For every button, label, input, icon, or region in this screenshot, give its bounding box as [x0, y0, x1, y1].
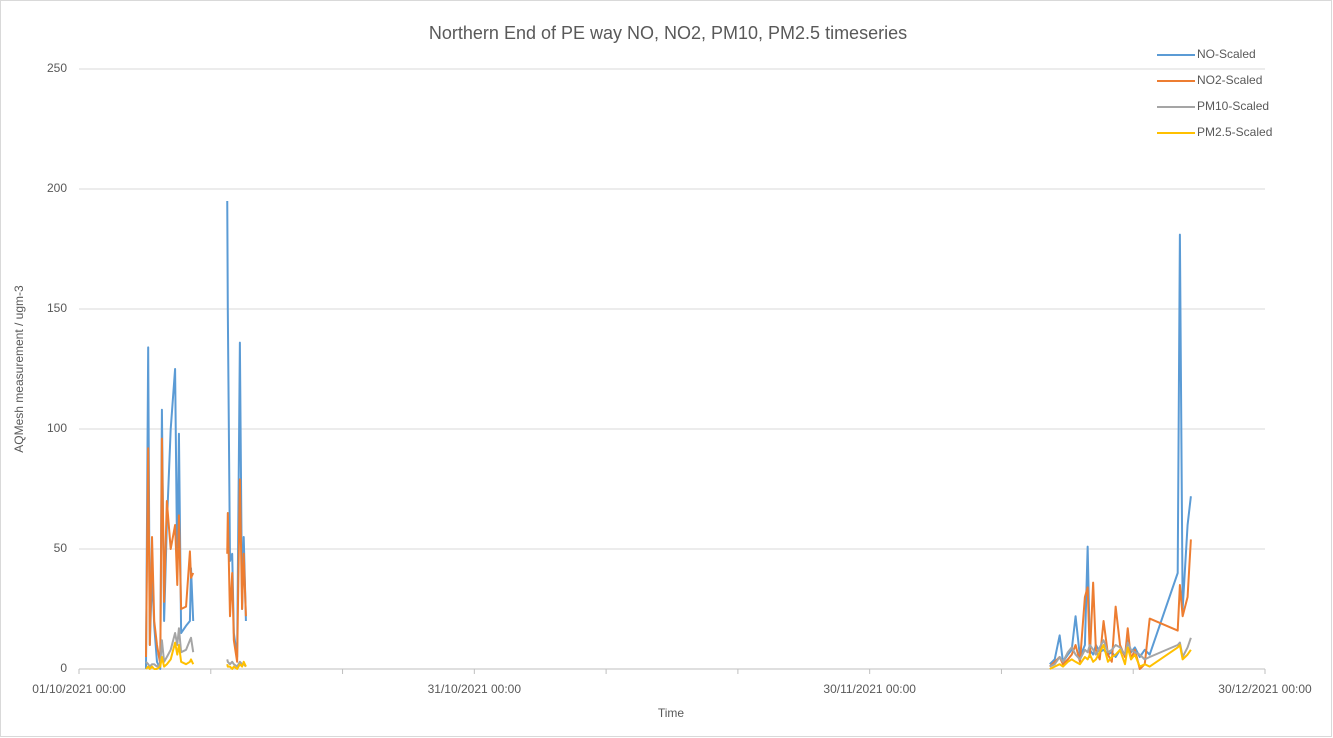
y-tick-label: 200 [47, 181, 67, 195]
x-tick-label: 30/11/2021 00:00 [823, 682, 916, 696]
legend-label: NO2-Scaled [1197, 73, 1262, 87]
x-axis-label: Time [658, 706, 685, 720]
legend-label: PM2.5-Scaled [1197, 125, 1272, 139]
legend-label: NO-Scaled [1197, 47, 1256, 61]
y-tick-label: 0 [60, 661, 67, 675]
legend-label: PM10-Scaled [1197, 99, 1269, 113]
y-tick-label: 250 [47, 61, 67, 75]
y-tick-label: 150 [47, 301, 67, 315]
x-tick-label: 01/10/2021 00:00 [32, 682, 126, 696]
x-tick-label: 30/12/2021 00:00 [1218, 682, 1312, 696]
y-axis-label: AQMesh measurement / ugm-3 [12, 285, 26, 453]
y-tick-label: 50 [54, 541, 68, 555]
series-line [144, 437, 1192, 670]
x-tick-label: 31/10/2021 00:00 [428, 682, 522, 696]
chart-title: Northern End of PE way NO, NO2, PM10, PM… [429, 23, 907, 43]
series-line [145, 641, 1192, 670]
y-tick-label: 100 [47, 421, 67, 435]
